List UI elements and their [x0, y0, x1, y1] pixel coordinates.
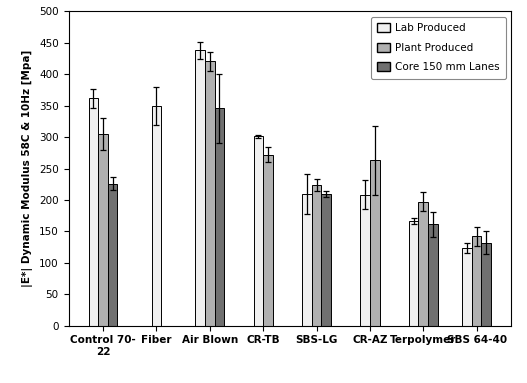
Bar [196, 51, 205, 326]
Legend: Lab Produced, Plant Produced, Core 150 mm Lanes: Lab Produced, Plant Produced, Core 150 m… [371, 17, 506, 79]
Bar [89, 98, 98, 326]
Bar [428, 224, 438, 326]
Y-axis label: |E*| Dynamic Modulus 58C & 10Hz [Mpa]: |E*| Dynamic Modulus 58C & 10Hz [Mpa] [23, 50, 34, 287]
Bar [370, 160, 379, 326]
Bar [360, 195, 370, 326]
Bar [98, 134, 108, 326]
Bar [482, 243, 491, 326]
Bar [302, 194, 312, 326]
Bar [214, 108, 224, 326]
Bar [108, 183, 118, 326]
Bar [472, 236, 482, 326]
Bar [152, 106, 161, 326]
Bar [462, 248, 472, 326]
Bar [263, 155, 273, 326]
Bar [409, 221, 418, 326]
Bar [321, 194, 331, 326]
Bar [205, 61, 214, 326]
Bar [312, 185, 321, 326]
Bar [418, 202, 428, 326]
Bar [253, 136, 263, 326]
